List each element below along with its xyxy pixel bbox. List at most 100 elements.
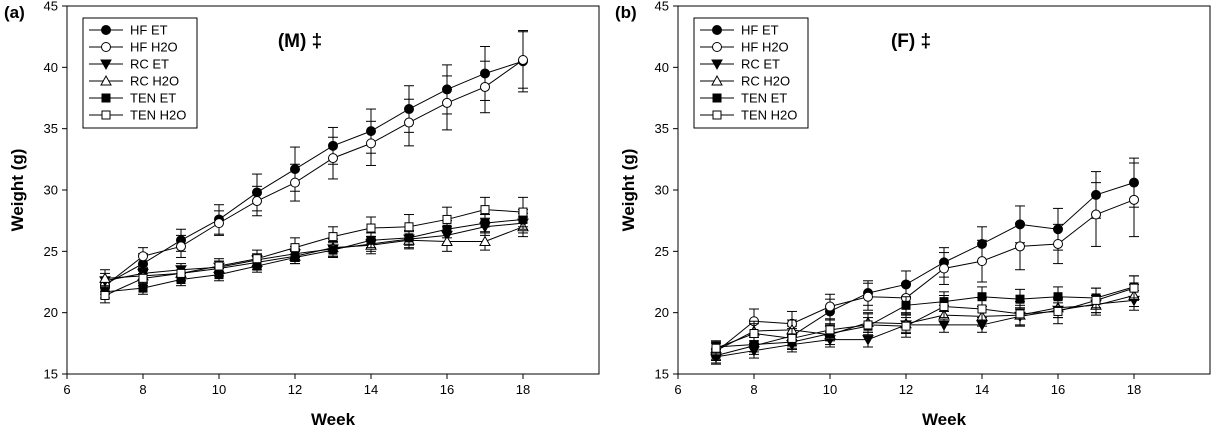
data-point — [1053, 306, 1063, 316]
y-axis-title: Weight (g) — [619, 149, 638, 232]
data-point — [901, 321, 911, 331]
y-tick-label: 20 — [655, 305, 669, 320]
data-point — [366, 138, 376, 149]
legend-label: RC ET — [130, 57, 169, 72]
legend-marker — [101, 42, 111, 52]
legend-label: RC H2O — [130, 74, 179, 89]
x-axis-title: Week — [922, 410, 967, 427]
panel-label: (b) — [615, 3, 637, 22]
x-tick-label: 8 — [750, 382, 757, 397]
legend-marker — [101, 110, 111, 120]
x-axis-title: Week — [311, 410, 356, 427]
y-tick-label: 45 — [655, 0, 669, 14]
data-point — [442, 97, 452, 108]
legend-marker — [711, 59, 723, 71]
series-line — [104, 222, 524, 282]
data-point — [518, 54, 528, 65]
y-tick-label: 45 — [44, 0, 58, 14]
x-tick-label: 8 — [139, 382, 146, 397]
data-point — [749, 329, 759, 339]
series-line — [715, 287, 1135, 349]
data-point — [1015, 309, 1025, 319]
legend-marker — [101, 25, 111, 35]
data-point — [290, 243, 300, 253]
series-line — [715, 199, 1135, 353]
data-point — [328, 153, 338, 164]
series-hf-et — [711, 157, 1139, 364]
data-point — [825, 301, 835, 312]
data-point — [1129, 194, 1139, 205]
legend-label: TEN ET — [741, 91, 787, 106]
data-point — [1015, 241, 1025, 252]
legend-marker — [712, 42, 722, 52]
legend-marker — [100, 59, 112, 71]
y-axis-title: Weight (g) — [8, 149, 27, 232]
data-point — [328, 245, 338, 255]
series-line — [104, 209, 524, 296]
series-ten-et — [711, 275, 1139, 354]
series-rc-et — [710, 290, 1140, 365]
data-point — [138, 251, 148, 262]
x-tick-label: 16 — [1051, 382, 1065, 397]
y-tick-label: 15 — [655, 367, 669, 382]
legend-box — [82, 17, 198, 129]
x-tick-label: 6 — [674, 382, 681, 397]
legend-marker — [712, 25, 722, 35]
legend: HF ET HF H2O RC ET RC H2O TEN ET TEN H2O — [693, 17, 809, 129]
data-point — [480, 205, 490, 215]
legend-label: HF ET — [130, 23, 168, 38]
x-tick-label: 10 — [212, 382, 226, 397]
legend-label: HF H2O — [130, 40, 178, 55]
y-tick-label: 40 — [655, 60, 669, 75]
legend-label: TEN H2O — [130, 108, 186, 123]
data-point — [366, 223, 376, 233]
data-point — [480, 81, 490, 92]
data-point — [863, 320, 873, 330]
series-ten-h2o — [711, 275, 1139, 357]
chart-panel-b: 6 8 10 12 14 16 18 15 20 25 30 35 40 45 Week Weight (g)… — [615, 0, 1211, 427]
data-point — [328, 232, 338, 242]
legend-label: RC H2O — [741, 74, 790, 89]
y-tick-label: 30 — [655, 183, 669, 198]
data-point — [1053, 238, 1063, 249]
data-point — [939, 263, 949, 274]
y-tick-label: 35 — [655, 121, 669, 136]
series-line — [715, 299, 1135, 358]
series-line — [104, 59, 524, 287]
data-point — [518, 207, 528, 217]
data-point — [214, 218, 224, 229]
series-line — [715, 286, 1135, 348]
series-hf-h2o — [711, 162, 1139, 362]
legend-label: TEN H2O — [741, 108, 797, 123]
data-point — [442, 214, 452, 224]
y-tick-label: 15 — [44, 367, 58, 382]
y-tick-label: 25 — [655, 244, 669, 259]
legend-marker — [712, 93, 722, 103]
x-tick-label: 10 — [823, 382, 837, 397]
series-line — [104, 218, 524, 293]
legend-marker — [101, 93, 111, 103]
series-rc-h2o — [710, 283, 1140, 360]
x-tick-label: 16 — [440, 382, 454, 397]
data-point — [479, 235, 491, 247]
data-point — [977, 256, 987, 267]
panel-annotation: (F) ‡ — [891, 31, 931, 52]
data-point — [863, 291, 873, 302]
x-tick-label: 18 — [516, 382, 530, 397]
panel-label: (a) — [4, 3, 25, 22]
data-point — [901, 300, 911, 310]
legend-marker — [712, 110, 722, 120]
series-ten-h2o — [100, 196, 528, 304]
data-point — [787, 333, 797, 343]
y-tick-label: 30 — [44, 183, 58, 198]
series-line — [104, 60, 524, 285]
data-point — [1129, 283, 1139, 293]
legend-label: TEN ET — [130, 91, 176, 106]
data-point — [977, 304, 987, 314]
data-point — [404, 117, 414, 128]
legend-marker — [711, 74, 723, 86]
legend-label: HF H2O — [741, 40, 789, 55]
data-point — [252, 196, 262, 207]
y-tick-label: 35 — [44, 121, 58, 136]
